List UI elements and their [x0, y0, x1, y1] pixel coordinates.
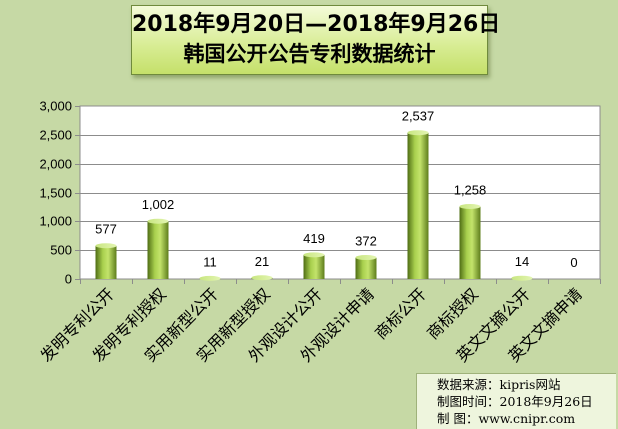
y-tick-label: 1,000 — [39, 214, 72, 229]
footer-info: 数据来源：kipris网站 制图时间：2018年9月26日 制 图：www.cn… — [416, 373, 616, 429]
data-label: 1,002 — [142, 197, 175, 212]
bar-top — [356, 255, 377, 260]
bar — [356, 258, 377, 279]
y-tick-label: 500 — [50, 243, 72, 258]
bar-top — [200, 276, 221, 281]
bar-top — [512, 276, 533, 281]
data-source-text: 数据来源：kipris网站 — [437, 376, 610, 393]
bar-top — [96, 243, 117, 248]
data-label: 21 — [255, 254, 269, 269]
data-label: 1,258 — [454, 182, 487, 197]
y-tick-label: 2,000 — [39, 157, 72, 172]
bar-top — [304, 252, 325, 257]
y-tick-label: 1,500 — [39, 186, 72, 201]
bar — [304, 255, 325, 279]
bar-top — [460, 204, 481, 209]
bar — [460, 206, 481, 279]
data-label: 11 — [203, 254, 217, 269]
bar — [148, 221, 169, 279]
y-tick-label: 3,000 — [39, 99, 72, 114]
bar-top — [408, 130, 429, 135]
data-label: 0 — [570, 255, 577, 270]
data-label: 372 — [355, 234, 377, 249]
category-label: 商标公开 — [371, 284, 430, 343]
bar-top — [252, 275, 273, 280]
data-label: 419 — [303, 231, 325, 246]
data-label: 577 — [95, 222, 117, 237]
chart-date-text: 制图时间：2018年9月26日 — [437, 393, 610, 410]
data-label: 2,537 — [402, 109, 435, 124]
y-tick-label: 2,500 — [39, 128, 72, 143]
y-tick-label: 0 — [65, 272, 72, 287]
bar — [96, 246, 117, 279]
data-label: 14 — [515, 254, 529, 269]
bar-top — [148, 219, 169, 224]
chart-maker-text: 制 图：www.cnipr.com — [437, 410, 610, 427]
bar — [408, 133, 429, 279]
